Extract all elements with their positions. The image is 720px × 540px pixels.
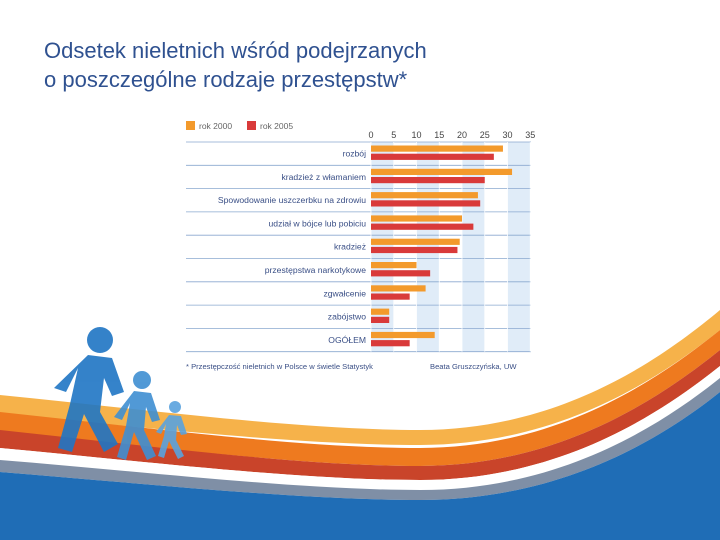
category-label: zabójstwo [328, 312, 366, 322]
runner-large-icon [54, 327, 124, 452]
background-band [507, 142, 531, 352]
x-tick-label: 5 [391, 130, 396, 140]
bar-2000 [371, 285, 426, 292]
bar-2000 [371, 168, 513, 175]
category-labels: rozbój kradzież z włamaniem Spowodowanie u… [218, 149, 366, 345]
footnote-author: Beata Gruszczyńska, UW [430, 362, 517, 371]
category-label: udział w bójce lub pobiciu [269, 218, 367, 228]
bar-2000 [371, 308, 390, 315]
x-tick-label: 30 [502, 130, 512, 140]
bar-2005 [371, 223, 474, 230]
stripe-blue [0, 392, 720, 540]
legend-swatch-2005 [247, 121, 256, 130]
chart-rows [186, 141, 531, 353]
bar-2005 [371, 293, 410, 300]
bar-2005 [371, 177, 485, 184]
x-tick-label: 35 [525, 130, 535, 140]
x-tick-label: 25 [480, 130, 490, 140]
runner-medium-icon [114, 371, 160, 460]
title-line-2: o poszczególne rodzaje przestępstw* [44, 67, 408, 92]
legend-label-2000: rok 2000 [199, 121, 232, 131]
category-label: kradzież z włamaniem [281, 172, 366, 182]
bar-2005 [371, 200, 481, 207]
footnote-source: * Przestępczość nieletnich w Polsce w św… [186, 362, 373, 371]
x-tick-label: 15 [434, 130, 444, 140]
category-label: przestępstwa narkotykowe [265, 265, 366, 275]
bar-2000 [371, 238, 460, 245]
bar-2005 [371, 270, 431, 277]
runner-small-icon [156, 401, 187, 459]
bar-2000 [371, 215, 462, 222]
category-label: OGÓŁEM [328, 335, 366, 345]
category-label: kradzież [334, 242, 366, 252]
category-label: Spowodowanie uszczerbku na zdrowiu [218, 195, 366, 205]
x-tick-label: 10 [411, 130, 421, 140]
x-tick-label: 0 [368, 130, 373, 140]
legend: rok 2000 rok 2005 [186, 121, 293, 131]
x-axis-ticks: 0 5 10 15 20 25 30 35 [368, 130, 535, 140]
category-label: zgwałcenie [323, 288, 366, 298]
bar-2005 [371, 316, 390, 323]
legend-label-2005: rok 2005 [260, 121, 293, 131]
bar-2000 [371, 331, 435, 339]
bar-2005 [371, 246, 458, 254]
bar-2005 [371, 340, 410, 347]
legend-swatch-2000 [186, 121, 195, 130]
bar-2000 [371, 192, 478, 199]
category-label: rozbój [343, 149, 366, 159]
bar-2000 [371, 262, 417, 269]
chart-bars [371, 145, 513, 347]
x-tick-label: 20 [457, 130, 467, 140]
bar-2005 [371, 153, 494, 160]
slide-title: Odsetek nieletnich wśród podejrzanych o … [44, 36, 684, 94]
bar-2000 [371, 145, 503, 152]
chart-grid [370, 142, 531, 352]
title-line-1: Odsetek nieletnich wśród podejrzanych [44, 38, 427, 63]
